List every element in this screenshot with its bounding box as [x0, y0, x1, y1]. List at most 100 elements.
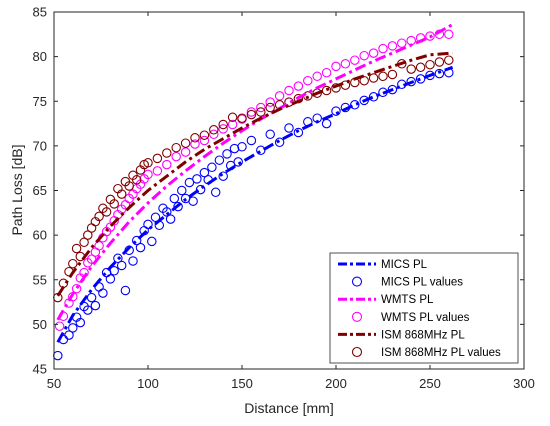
data-point — [171, 142, 181, 153]
data-point — [64, 330, 74, 340]
y-tick-label: 85 — [33, 5, 47, 20]
data-point — [233, 157, 243, 167]
data-point — [195, 184, 206, 195]
data-point — [143, 169, 153, 180]
data-point — [192, 174, 202, 184]
data-point — [54, 321, 65, 331]
data-point — [265, 129, 275, 140]
data-point — [284, 85, 294, 96]
data-point — [378, 43, 388, 54]
data-point — [128, 256, 138, 266]
x-axis-label: Distance [mm] — [244, 400, 333, 416]
data-point — [218, 124, 228, 134]
x-tick-label: 150 — [231, 376, 253, 391]
data-point — [368, 73, 379, 83]
data-point — [152, 153, 163, 164]
data-point — [434, 57, 445, 67]
y-tick-label: 75 — [33, 94, 47, 109]
data-point — [190, 139, 200, 149]
data-point — [368, 92, 379, 102]
y-tick-label: 80 — [33, 49, 47, 64]
data-point — [425, 59, 435, 70]
data-point — [184, 177, 195, 188]
data-point — [116, 189, 127, 199]
fit-line-layer — [56, 23, 454, 343]
y-tick-label: 50 — [33, 317, 47, 332]
data-point — [340, 59, 351, 69]
data-point — [68, 323, 78, 333]
data-point — [83, 305, 93, 315]
data-point — [293, 81, 304, 91]
data-point — [124, 181, 134, 191]
legend-label: ISM 868MHz PL values — [381, 347, 501, 359]
data-point — [331, 83, 341, 93]
legend-marker-swatch — [351, 276, 363, 287]
legend-box — [329, 252, 519, 364]
legend-label: WMTS PL values — [381, 312, 470, 324]
data-point — [321, 118, 332, 129]
data-point — [98, 288, 108, 298]
data-point — [210, 187, 221, 198]
legend-label: ISM 868MHz PL — [381, 329, 465, 341]
data-point — [237, 142, 247, 152]
legend-entry: WMTS PL — [338, 294, 434, 306]
data-point — [350, 100, 360, 110]
data-point — [165, 214, 176, 224]
data-point — [150, 212, 161, 223]
data-point — [209, 125, 219, 135]
data-point — [177, 185, 187, 196]
x-tick-label: 100 — [137, 376, 159, 391]
data-point — [246, 107, 257, 117]
data-point — [131, 235, 142, 246]
data-point — [406, 64, 416, 74]
data-point — [209, 129, 219, 140]
data-point — [188, 196, 198, 206]
data-point — [105, 274, 116, 284]
y-tick-label: 70 — [33, 138, 47, 153]
data-point — [321, 67, 332, 78]
data-point — [113, 253, 123, 264]
data-point — [207, 162, 217, 173]
data-point — [256, 107, 266, 117]
y-tick-label: 60 — [33, 228, 47, 243]
data-point — [265, 102, 275, 113]
y-tick-label: 45 — [33, 362, 47, 377]
y-tick-label: 65 — [33, 183, 47, 198]
data-point — [256, 102, 266, 113]
data-point — [218, 171, 228, 181]
data-point — [303, 75, 313, 86]
data-point — [378, 71, 388, 82]
scatter-series-2 — [53, 55, 454, 303]
data-point — [173, 201, 183, 212]
legend-entry: ISM 868MHz PL — [338, 329, 465, 341]
data-point — [415, 62, 426, 73]
data-point — [75, 317, 86, 328]
data-point — [101, 207, 112, 217]
data-point — [90, 300, 101, 311]
data-point — [387, 69, 398, 80]
data-point — [246, 135, 257, 146]
data-point — [312, 71, 322, 82]
data-point — [116, 260, 127, 271]
data-point — [331, 106, 341, 116]
data-point — [94, 241, 104, 251]
fit-line-2 — [56, 51, 453, 297]
data-point — [143, 158, 153, 168]
data-point — [227, 119, 238, 130]
data-point — [387, 84, 398, 95]
data-point — [143, 219, 153, 230]
scatter-layer — [53, 29, 454, 361]
data-point — [237, 113, 247, 123]
data-point — [350, 55, 360, 65]
data-point — [406, 76, 416, 87]
x-tick-label: 50 — [47, 376, 61, 391]
data-point — [274, 137, 285, 148]
data-point — [368, 48, 379, 58]
data-point — [71, 243, 82, 254]
y-tick-label: 55 — [33, 272, 47, 287]
data-point — [162, 159, 172, 170]
data-point — [109, 199, 119, 209]
legend: MICS PL MICS PL values WMTS PL WMTS PL valu… — [329, 252, 519, 364]
data-point — [79, 237, 89, 248]
